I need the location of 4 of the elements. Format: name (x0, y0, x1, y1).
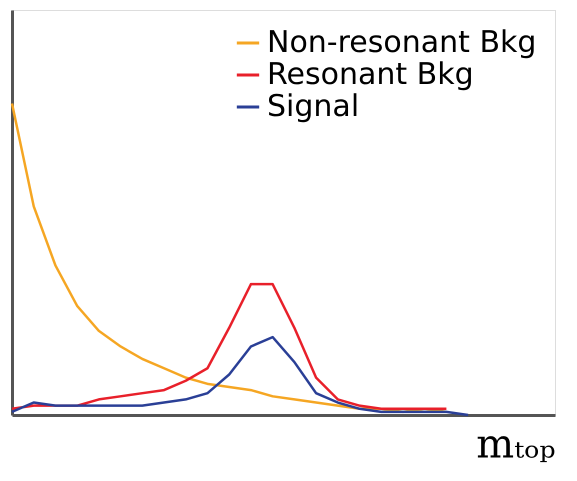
legend-label: Non-resonant Bkg (267, 25, 536, 60)
x-axis-title: mₜₒₚ (476, 422, 556, 468)
legend-label: Resonant Bkg (267, 57, 474, 92)
legend-label: Signal (267, 89, 360, 124)
